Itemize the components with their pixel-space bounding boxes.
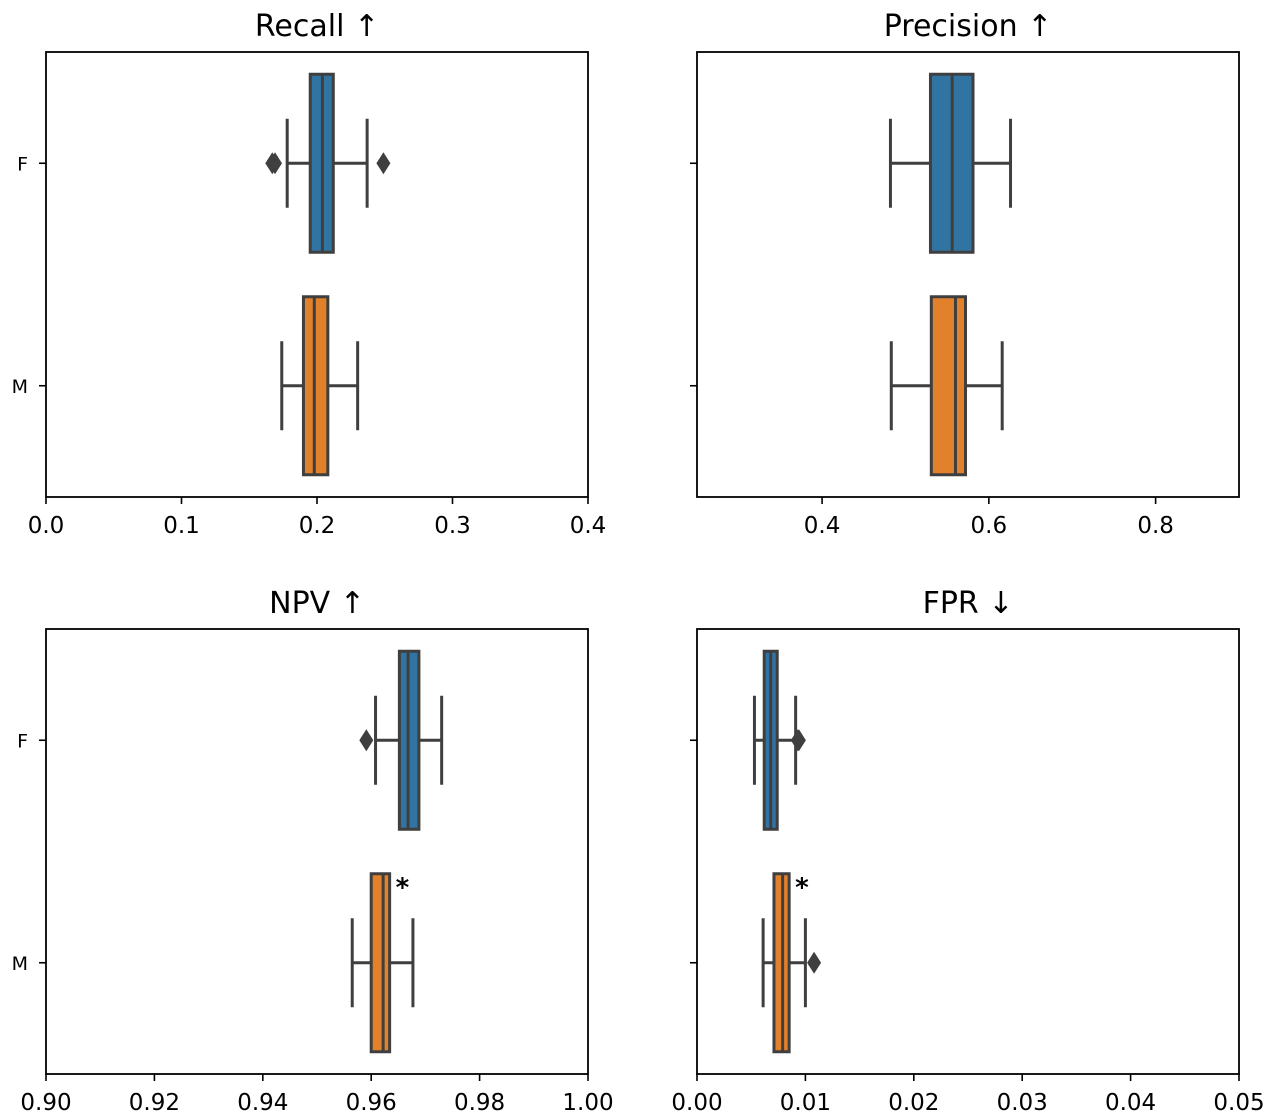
x-tick-label: 0.8 — [1137, 513, 1174, 539]
y-tick-label: F — [17, 730, 28, 752]
x-tick-label: 0.02 — [888, 1090, 939, 1115]
x-tick-label: 0.4 — [570, 513, 607, 539]
x-tick-label: 0.0 — [28, 513, 65, 539]
y-tick-label: F — [17, 153, 28, 175]
axes-frame — [696, 51, 1240, 498]
x-tick-label: 0.90 — [20, 1090, 71, 1115]
axes-frame — [696, 628, 1240, 1075]
outlier-point — [359, 729, 374, 752]
x-tick-label: 0.01 — [780, 1090, 831, 1115]
iqr-box — [369, 872, 392, 1054]
outlier-point — [267, 152, 282, 175]
box-M: * — [761, 872, 822, 1054]
panel-1: Recall ↑ 0.0 0.1 0.2 0.3 0.4 F M — [12, 9, 607, 539]
outlier-point — [807, 951, 822, 974]
box-M — [280, 295, 360, 477]
x-tick-label: 0.03 — [997, 1090, 1048, 1115]
x-tick-label: 1.00 — [562, 1090, 613, 1115]
box-M — [889, 295, 1004, 477]
outlier-point — [376, 152, 391, 175]
x-tick-label: 0.00 — [671, 1090, 722, 1115]
x-tick-label: 0.6 — [971, 513, 1008, 539]
panel-4: FPR ↓ 0.00 0.01 0.02 0.03 0.04 0.05 * — [671, 586, 1264, 1115]
x-tick-label: 0.05 — [1213, 1090, 1264, 1115]
panel-3: NPV ↑ 0.90 0.92 0.94 0.96 0.98 1.00 F M * — [12, 586, 614, 1115]
x-tick-label: 0.1 — [163, 513, 200, 539]
box-F — [359, 649, 444, 831]
box-F — [265, 72, 391, 254]
x-tick-label: 0.98 — [454, 1090, 505, 1115]
chart-title: NPV ↑ — [269, 586, 365, 621]
significance-marker: * — [795, 873, 809, 903]
box-F — [752, 649, 806, 831]
chart-title: Precision ↑ — [884, 9, 1053, 44]
outlier-point — [791, 729, 806, 752]
box-M: * — [350, 872, 415, 1054]
x-tick-label: 0.96 — [346, 1090, 397, 1115]
x-tick-label: 0.4 — [804, 513, 841, 539]
axes-frame — [45, 628, 589, 1075]
x-tick-label: 0.94 — [237, 1090, 288, 1115]
chart-title: Recall ↑ — [255, 9, 379, 44]
y-tick-label: M — [12, 376, 28, 398]
box-F — [888, 72, 1013, 254]
significance-marker: * — [396, 873, 410, 903]
iqr-box — [929, 295, 967, 477]
y-tick-label: M — [12, 953, 28, 975]
x-tick-label: 0.3 — [434, 513, 471, 539]
x-tick-label: 0.2 — [299, 513, 336, 539]
panel-2: Precision ↑ 0.4 0.6 0.8 — [690, 9, 1240, 539]
chart-title: FPR ↓ — [923, 586, 1014, 621]
axes-frame — [45, 51, 589, 498]
x-tick-label: 0.04 — [1105, 1090, 1156, 1115]
x-tick-label: 0.92 — [129, 1090, 180, 1115]
